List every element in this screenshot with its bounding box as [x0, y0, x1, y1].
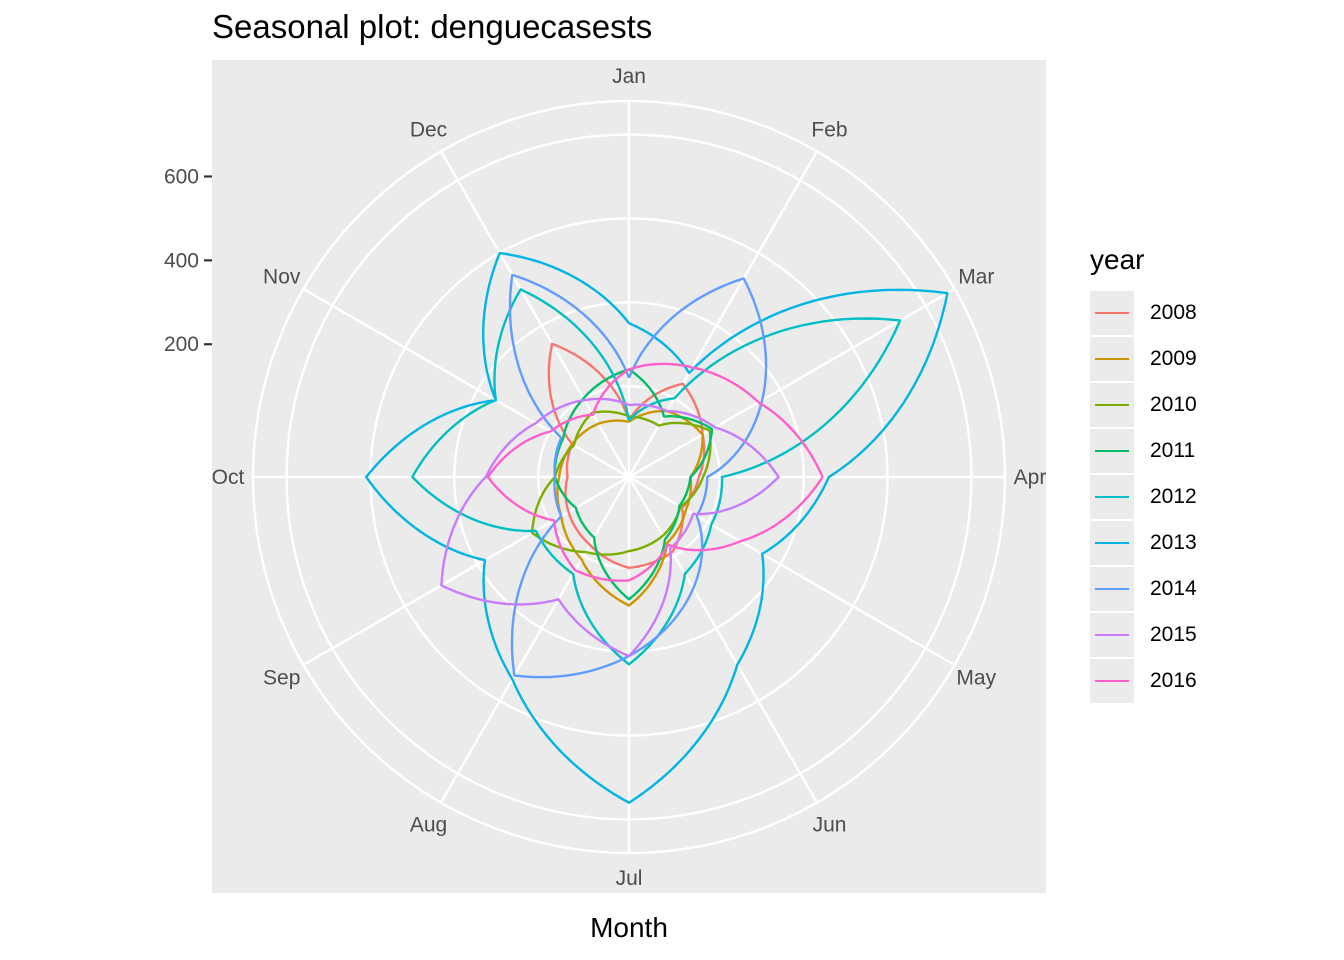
series-line-2013 [365, 251, 949, 804]
legend-item-2012: 2012 [1090, 474, 1197, 520]
legend-items: 2008 2009 2010 2011 2012 2013 2014 2015 2016 [1090, 290, 1197, 704]
legend-item-2009: 2009 [1090, 336, 1197, 382]
legend: year 2008 2009 2010 2011 2012 2013 2014 2015 201… [1090, 244, 1197, 704]
legend-swatch [1095, 404, 1129, 406]
month-label-sep: Sep [263, 667, 300, 690]
legend-label: 2013 [1150, 531, 1197, 554]
legend-swatch [1095, 496, 1129, 498]
legend-item-2014: 2014 [1090, 566, 1197, 612]
legend-label: 2009 [1150, 347, 1197, 370]
legend-label: 2010 [1150, 393, 1197, 416]
y-axis: 200 400 600 [164, 165, 212, 356]
grid-spoke [627, 476, 819, 804]
y-tick-label: 600 [164, 165, 199, 188]
month-label-apr: Apr [1014, 466, 1047, 489]
legend-key [1090, 659, 1134, 703]
month-label-jan: Jan [612, 65, 646, 88]
legend-key [1090, 383, 1134, 427]
legend-label: 2014 [1150, 577, 1197, 600]
legend-item-2008: 2008 [1090, 290, 1197, 336]
legend-label: 2012 [1150, 485, 1197, 508]
legend-item-2015: 2015 [1090, 612, 1197, 658]
y-tick-label: 400 [164, 249, 199, 272]
month-labels: Jan Feb Mar Apr May Jun Jul Aug Sep Oct Nov Dec [212, 65, 1047, 890]
legend-label: 2008 [1150, 301, 1197, 324]
month-label-may: May [956, 667, 996, 690]
legend-label: 2015 [1150, 623, 1197, 646]
series-line-2009 [556, 409, 704, 607]
month-label-jul: Jul [616, 867, 643, 890]
series-line-2016 [486, 362, 824, 582]
series-lines [365, 251, 949, 804]
month-label-oct: Oct [212, 466, 245, 489]
y-tick-label: 200 [164, 333, 199, 356]
legend-label: 2016 [1150, 669, 1197, 692]
grid-spoke [627, 150, 819, 478]
legend-swatch [1095, 542, 1129, 544]
legend-swatch [1095, 358, 1129, 360]
legend-title: year [1090, 244, 1145, 275]
series-line-2011 [553, 368, 714, 601]
legend-swatch [1095, 450, 1129, 452]
legend-item-2010: 2010 [1090, 382, 1197, 428]
month-label-aug: Aug [410, 813, 447, 836]
legend-key [1090, 613, 1134, 657]
month-label-nov: Nov [263, 266, 301, 289]
month-label-dec: Dec [410, 119, 447, 142]
legend-swatch [1095, 312, 1129, 314]
legend-swatch [1095, 680, 1129, 682]
month-label-feb: Feb [811, 119, 847, 142]
legend-label: 2011 [1150, 439, 1196, 462]
legend-key [1090, 475, 1134, 519]
chart-title: Seasonal plot: denguecasests [212, 8, 653, 45]
legend-key [1090, 521, 1134, 565]
legend-key [1090, 291, 1134, 335]
legend-item-2011: 2011 [1090, 428, 1197, 474]
legend-item-2016: 2016 [1090, 658, 1197, 704]
legend-key [1090, 337, 1134, 381]
month-label-mar: Mar [958, 266, 994, 289]
x-axis-label: Month [590, 912, 668, 943]
grid-spoke [439, 150, 631, 478]
legend-swatch [1095, 634, 1129, 636]
legend-key [1090, 567, 1134, 611]
month-label-jun: Jun [813, 813, 847, 836]
legend-swatch [1095, 588, 1129, 590]
grid-spoke [439, 476, 631, 804]
legend-item-2013: 2013 [1090, 520, 1197, 566]
series-line-2015 [440, 397, 780, 658]
series-line-2010 [531, 410, 712, 556]
legend-key [1090, 429, 1134, 473]
